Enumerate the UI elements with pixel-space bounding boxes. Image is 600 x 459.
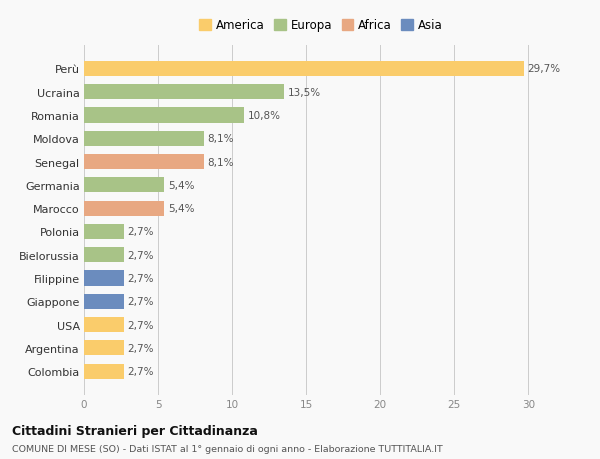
Bar xyxy=(84,271,124,286)
Bar xyxy=(84,155,204,170)
Bar xyxy=(84,247,124,263)
Bar xyxy=(84,85,284,100)
Text: 10,8%: 10,8% xyxy=(248,111,281,121)
Text: 13,5%: 13,5% xyxy=(287,88,321,97)
Text: 2,7%: 2,7% xyxy=(128,366,154,376)
Text: 2,7%: 2,7% xyxy=(128,274,154,283)
Legend: America, Europa, Africa, Asia: America, Europa, Africa, Asia xyxy=(197,17,445,34)
Bar xyxy=(84,317,124,332)
Text: COMUNE DI MESE (SO) - Dati ISTAT al 1° gennaio di ogni anno - Elaborazione TUTTI: COMUNE DI MESE (SO) - Dati ISTAT al 1° g… xyxy=(12,444,443,453)
Bar xyxy=(84,364,124,379)
Bar xyxy=(84,341,124,356)
Text: 5,4%: 5,4% xyxy=(167,180,194,190)
Bar xyxy=(84,178,164,193)
Text: 2,7%: 2,7% xyxy=(128,320,154,330)
Bar xyxy=(84,62,524,77)
Text: 2,7%: 2,7% xyxy=(128,297,154,307)
Bar xyxy=(84,108,244,123)
Bar xyxy=(84,224,124,240)
Bar xyxy=(84,201,164,216)
Text: 5,4%: 5,4% xyxy=(167,204,194,214)
Text: 2,7%: 2,7% xyxy=(128,343,154,353)
Text: 8,1%: 8,1% xyxy=(208,134,234,144)
Bar xyxy=(84,294,124,309)
Text: 2,7%: 2,7% xyxy=(128,250,154,260)
Bar xyxy=(84,131,204,146)
Text: 8,1%: 8,1% xyxy=(208,157,234,167)
Text: 29,7%: 29,7% xyxy=(527,64,561,74)
Text: Cittadini Stranieri per Cittadinanza: Cittadini Stranieri per Cittadinanza xyxy=(12,424,258,437)
Text: 2,7%: 2,7% xyxy=(128,227,154,237)
